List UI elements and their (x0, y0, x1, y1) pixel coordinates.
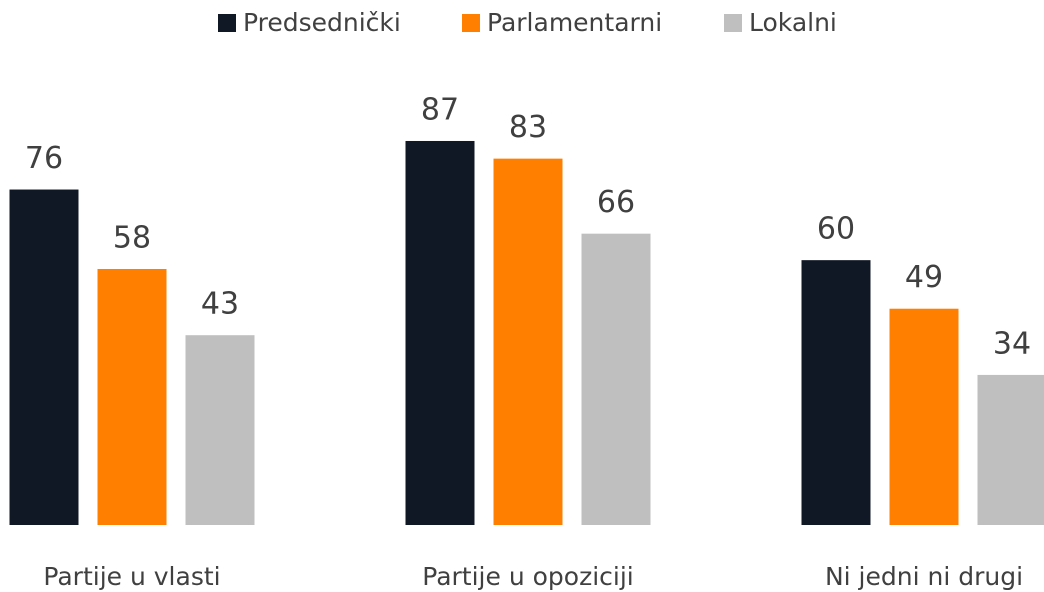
category-label: Partije u vlasti (43, 562, 220, 591)
bar (801, 260, 871, 525)
value-label: 60 (817, 212, 855, 247)
value-label: 58 (113, 220, 151, 255)
value-label: 83 (509, 110, 547, 145)
legend-swatch (218, 14, 236, 32)
legend-label: Parlamentarni (487, 8, 662, 37)
value-label: 66 (597, 185, 635, 220)
legend-swatch (724, 14, 742, 32)
legend-swatch (462, 14, 480, 32)
category-label: Partije u opoziciji (422, 562, 633, 591)
bar (9, 189, 79, 525)
bar (185, 335, 255, 525)
value-label: 87 (421, 92, 459, 127)
value-label: 43 (201, 287, 239, 322)
bar (581, 233, 651, 525)
bar (493, 158, 563, 525)
bar (97, 268, 167, 525)
legend-label: Predsednički (243, 8, 401, 37)
bar (889, 308, 959, 525)
legend-label: Lokalni (749, 8, 837, 37)
bar (977, 374, 1044, 525)
value-label: 34 (993, 326, 1031, 361)
value-label: 76 (25, 141, 63, 176)
bar (405, 140, 475, 525)
category-label: Ni jedni ni drugi (825, 562, 1023, 591)
value-label: 49 (905, 260, 943, 295)
